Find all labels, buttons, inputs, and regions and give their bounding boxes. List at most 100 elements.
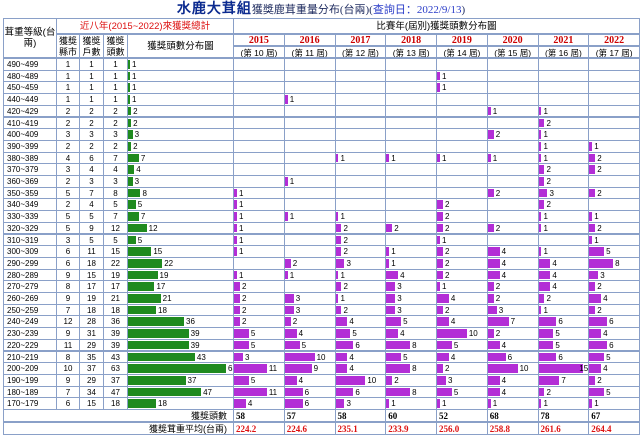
footer-total-value-2018: 60 <box>388 411 398 421</box>
row-210~219-year-2019-value: 4 <box>450 352 456 362</box>
row-320~329-year-2018-value: 2 <box>394 223 399 233</box>
row-360~369-year-2021-bar <box>538 177 545 186</box>
row-380~389-year-2018-bar <box>386 153 390 163</box>
row-170~179-year-2020-bar <box>487 399 491 408</box>
title-main: 水鹿大茸組 <box>176 2 252 17</box>
footer-avg-2019: 256.0 <box>436 422 488 435</box>
row-390~399-year-2022-value: 1 <box>594 141 599 151</box>
row-190~199-year-2015-value: 5 <box>250 375 256 385</box>
session-label-2019: (第 14 屆) <box>443 48 481 58</box>
row-230~239-year-2019-bar <box>437 329 467 338</box>
row-260~269-year-2016-value: 3 <box>295 294 301 303</box>
row-180~189-year-2020-bar <box>487 387 500 397</box>
row-290~299-year-2021-bar <box>538 258 551 268</box>
row-190~199-year-2021-bar <box>538 375 560 385</box>
row-350~359-year-2021-bar <box>538 188 548 198</box>
row-220~229-counties-value: 11 <box>63 340 73 350</box>
row-260~269-year-2021-bar <box>538 294 545 303</box>
row-280~289-year-2019-bar <box>437 270 443 280</box>
year-label-2017: 2017 <box>350 35 371 46</box>
row-450~459-year-2019-bar <box>437 83 440 93</box>
footer-avg-2020: 258.8 <box>486 422 539 435</box>
row-210~219-year-2016-bar <box>284 352 315 362</box>
row-410~419-counties-value: 2 <box>65 118 71 128</box>
row-220~229-year-2022-bar <box>589 340 608 350</box>
row-190~199-summary-bar <box>128 375 186 385</box>
row-230~239-summary-bar-value: 39 <box>190 329 200 339</box>
row-370~379-count-value: 4 <box>113 165 118 175</box>
row-290~299-year-2022-value: 8 <box>615 258 620 268</box>
row-330~339-year-2019-value: 2 <box>444 212 450 222</box>
row-190~199-year-2022-value: 2 <box>597 375 602 385</box>
row-200~209-year-2016-value: 9 <box>313 364 319 374</box>
row-350~359-year-2020-bar <box>487 188 494 198</box>
row-170~179-count-value: 18 <box>111 399 120 409</box>
row-200~209-grade-label: 200~209 <box>7 364 39 374</box>
row-200~209-year-2017-bar <box>335 364 348 373</box>
row-200~209-counties-value: 10 <box>63 364 73 374</box>
row-310~319-year-2017-bar <box>335 235 342 245</box>
row-180~189-count-value: 47 <box>111 387 120 397</box>
row-310~319-counties-value: 3 <box>65 235 71 245</box>
row-220~229-summary-bar-value: 39 <box>190 340 200 350</box>
row-200~209-households-value: 37 <box>87 364 96 374</box>
year-header-2021: 2021 <box>537 34 590 46</box>
row-290~299-year-2018-bar <box>386 258 390 268</box>
row-180~189-households-value: 34 <box>87 387 96 397</box>
row-480~489-year-2019-value: 1 <box>441 71 447 81</box>
row-180~189-year-2016-bar <box>284 387 303 397</box>
row-220~229-year-2015-bar <box>234 340 249 350</box>
row-410~419-grade-label: 410~419 <box>7 118 39 128</box>
row-330~339-year-2016-bar <box>284 212 288 221</box>
row-290~299-summary-bar <box>128 258 163 268</box>
row-270~279-year-2017-bar <box>335 282 342 291</box>
row-370~379-year-2021-value: 2 <box>546 165 551 175</box>
row-400~409-grade-label: 400~409 <box>7 130 39 140</box>
row-350~359-year-2015-bar <box>234 188 237 198</box>
row-260~269-count-value: 21 <box>111 294 120 303</box>
row-200~209-year-2019-value: 2 <box>444 364 450 374</box>
row-330~339-year-2022-value: 1 <box>594 212 599 222</box>
year-header-2018: 2018 <box>385 34 437 46</box>
header-award-count-label: 獲獎頭數 <box>106 36 125 57</box>
row-370~379-counties-value: 3 <box>65 165 71 175</box>
row-190~199-year-2021-value: 7 <box>561 375 566 385</box>
footer-avg-value-2017: 235.1 <box>337 424 358 434</box>
footer-total-2017: 58 <box>334 409 387 422</box>
row-180~189-year-2018-value: 8 <box>412 387 417 397</box>
year-header-2017: 2017 <box>334 34 387 46</box>
row-290~299-year-2019-value: 2 <box>444 258 450 268</box>
row-340~349-summary-bar <box>128 200 136 210</box>
row-180~189-grade-label: 180~189 <box>7 387 39 397</box>
row-400~409-count-value: 3 <box>113 130 118 140</box>
row-190~199-year-2020-value: 4 <box>501 375 507 385</box>
row-420~429-households-value: 2 <box>89 106 94 116</box>
row-290~299-year-2019-bar <box>437 258 443 268</box>
row-170~179-year-2020-value: 1 <box>492 399 498 409</box>
row-250~259-summary-bar-value: 18 <box>158 305 167 315</box>
row-440~449-summary-bar <box>128 95 130 104</box>
row-230~239-year-2018-value: 4 <box>400 329 405 339</box>
row-410~419-count-value: 2 <box>113 118 118 128</box>
row-170~179-year-2022-bar <box>589 399 593 408</box>
footer-avg-2022: 264.4 <box>588 422 640 435</box>
row-300~309-counties-value: 6 <box>65 247 71 257</box>
header-award-counties-label: 獲獎縣市數 <box>58 36 77 57</box>
row-250~259-summary-bar <box>128 305 156 315</box>
row-210~219-year-2019-bar <box>437 352 449 362</box>
row-300~309-year-2018-bar <box>386 247 390 256</box>
footer-avg-label-cell: 獲獎茸重平均(台兩) <box>3 422 234 435</box>
year-label-2021: 2021 <box>553 35 574 46</box>
row-220~229-year-2015-value: 5 <box>250 340 256 350</box>
row-310~319-year-2015-value: 1 <box>238 235 244 245</box>
row-380~389-summary-bar-value: 7 <box>140 153 146 163</box>
row-400~409-year-2020-value: 2 <box>495 130 501 140</box>
row-270~279-year-2015-bar <box>234 282 240 291</box>
footer-avg-value-2021: 261.6 <box>540 424 561 434</box>
row-320~329-year-2022-bar <box>589 223 596 233</box>
row-220~229-year-2020-value: 4 <box>501 340 507 350</box>
header-award-households-label: 獲獎戶數 <box>82 36 101 57</box>
year-header-2020: 2020 <box>486 34 539 46</box>
row-380~389-counties-value: 4 <box>65 153 71 163</box>
row-210~219-count-value: 43 <box>111 352 120 362</box>
